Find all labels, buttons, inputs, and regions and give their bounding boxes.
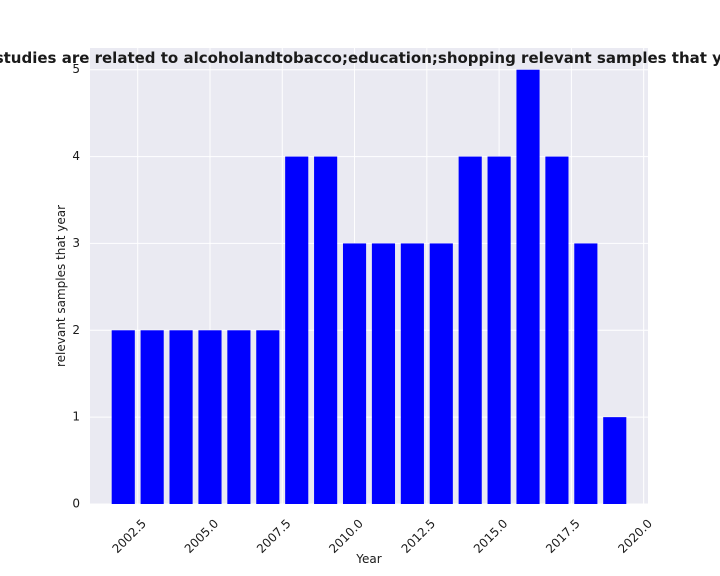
x-tick-labels: 2002.5 2005.0 2007.5 2010.0 2012.5 2015.0 2017…: [109, 516, 655, 556]
bar-2019: [603, 417, 627, 504]
x-axis-label: Year: [355, 552, 381, 566]
bars: [111, 69, 627, 505]
bar-2010: [342, 243, 367, 504]
x-tick-label: 2015.0: [471, 516, 511, 556]
bar-2002: [111, 330, 135, 504]
y-tick-label: 4: [72, 149, 80, 163]
y-tick-label: 3: [72, 236, 80, 250]
bar-2009: [314, 156, 338, 505]
x-tick-label: 2010.0: [326, 516, 366, 556]
bar-2013: [429, 243, 453, 504]
x-tick-label: 2017.5: [543, 516, 583, 556]
bar-2018: [574, 243, 598, 504]
x-tick-label: 2020.0: [615, 516, 655, 556]
x-tick-label: 2012.5: [399, 516, 439, 556]
y-tick-label: 1: [72, 410, 80, 424]
bar-2005: [198, 330, 222, 504]
x-tick-label: 2005.0: [182, 516, 222, 556]
bar-2016: [516, 69, 540, 504]
bar-2004: [169, 330, 193, 504]
bar-2008: [285, 156, 309, 505]
bar-2012: [400, 243, 424, 504]
bar-2007: [256, 330, 280, 504]
bar-2003: [140, 330, 164, 504]
x-tick-label: 2002.5: [109, 516, 149, 556]
y-tick-label: 0: [72, 497, 80, 511]
y-axis-label: relevant samples that year: [54, 205, 68, 367]
y-tick-label: 5: [72, 62, 80, 76]
y-tick-labels: 0 1 2 3 4 5: [72, 62, 80, 510]
bar-2015: [487, 156, 511, 505]
bar-2011: [371, 243, 396, 504]
x-tick-label: 2007.5: [254, 516, 294, 556]
chart-title: Number of studies are related to alcohol…: [0, 49, 720, 67]
bar-2017: [545, 156, 569, 505]
bar-2014: [458, 156, 482, 505]
bar-2006: [227, 330, 251, 504]
y-tick-label: 2: [72, 323, 80, 337]
